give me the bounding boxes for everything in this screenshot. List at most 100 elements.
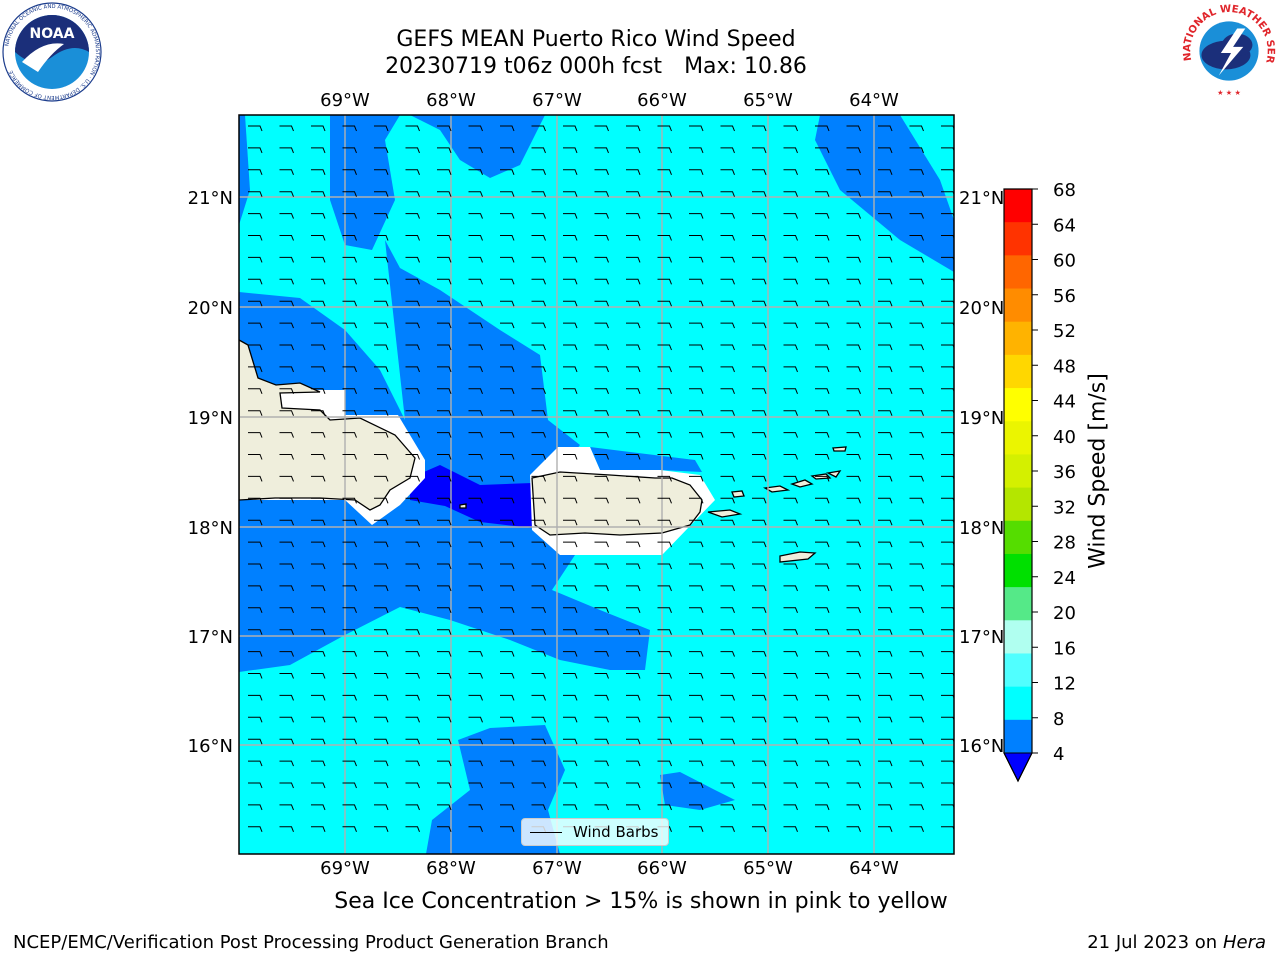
wind-barb — [374, 256, 389, 263]
land-mona — [459, 503, 467, 509]
wind-barb — [248, 213, 263, 219]
wind-barb — [311, 366, 326, 373]
land-virgin-gorda — [825, 470, 842, 478]
wind-barb — [846, 738, 861, 745]
wind-barb — [437, 169, 452, 175]
wind-barb — [500, 629, 515, 635]
wind-barb — [720, 169, 735, 175]
wind-barb — [657, 716, 672, 723]
wind-barb — [279, 432, 294, 438]
wind-barb — [531, 804, 546, 811]
wind-barb — [909, 454, 924, 460]
wind-barb — [437, 191, 452, 197]
wind-barb — [815, 475, 830, 482]
colorbar-segment — [1004, 288, 1032, 323]
wind-barb — [563, 738, 578, 745]
nws-logo: NATIONAL WEATHER SERVICE ★ ★ ★ — [1178, 0, 1279, 101]
speed-4-8-region — [660, 772, 735, 810]
lat-tick-label: 17°N — [959, 627, 1004, 648]
wind-barb — [909, 169, 924, 175]
wind-barb — [878, 497, 893, 504]
colorbar-segment — [1004, 189, 1032, 223]
wind-barb — [311, 738, 326, 745]
wind-barb — [500, 300, 515, 307]
wind-barb — [563, 410, 578, 416]
max-value: Max: 10.86 — [684, 54, 807, 79]
wind-barb — [342, 475, 357, 482]
wind-barb — [342, 673, 357, 679]
wind-barb — [311, 169, 326, 175]
wind-barb — [878, 300, 893, 307]
wind-barb — [909, 804, 924, 811]
wind-barb — [594, 519, 609, 526]
wind-barb — [815, 738, 830, 745]
lat-tick-label: 19°N — [188, 408, 233, 429]
colorbar-tick-label: 36 — [1053, 462, 1076, 483]
wind-barb — [279, 410, 294, 416]
wind-barb — [720, 826, 735, 832]
wind-barb — [374, 432, 389, 438]
wind-barb — [468, 519, 483, 526]
wind-barb — [342, 300, 357, 307]
wind-barb — [815, 760, 830, 767]
wind-barb — [909, 716, 924, 723]
wind-barb — [437, 629, 452, 635]
wind-barb — [437, 694, 452, 701]
wind-barb — [783, 673, 798, 679]
wind-barb — [563, 191, 578, 197]
wind-barb — [468, 322, 483, 329]
wind-barbs — [248, 125, 954, 832]
wind-barb — [720, 629, 735, 635]
wind-barb — [941, 475, 954, 481]
wind-barb — [783, 454, 798, 460]
wind-barb — [531, 300, 546, 307]
wind-barb — [941, 213, 954, 218]
wind-barb — [657, 541, 672, 548]
wind-barb — [878, 191, 893, 197]
wind-barb — [374, 366, 389, 373]
wind-barb — [846, 694, 861, 701]
wind-barb — [815, 585, 830, 592]
wind-barb — [626, 738, 641, 745]
wind-barb — [846, 607, 861, 613]
wind-barb — [594, 760, 609, 767]
noaa-logo: NATIONAL OCEANIC AND ATMOSPHERIC ADMINIS… — [2, 2, 102, 102]
wind-barb — [437, 147, 452, 154]
wind-barb — [311, 278, 326, 285]
wind-barb — [531, 410, 546, 416]
wind-barb — [909, 738, 924, 745]
wind-barb — [783, 366, 798, 373]
wind-barb — [500, 519, 515, 526]
wind-barb — [752, 410, 767, 416]
wind-barb — [846, 278, 861, 285]
wind-barb — [500, 673, 515, 679]
wind-barb — [279, 760, 294, 767]
wind-barb — [405, 804, 420, 811]
wind-barb — [468, 760, 483, 767]
wind-barb — [248, 804, 263, 811]
wind-barb — [909, 782, 924, 789]
wind-barb — [563, 366, 578, 373]
wind-barb — [941, 278, 954, 284]
colorbar-segment — [1004, 620, 1032, 654]
lat-tick-label: 21°N — [188, 188, 233, 209]
wind-barb — [594, 738, 609, 745]
wind-barb — [500, 366, 515, 373]
wind-barb — [657, 454, 672, 460]
wind-barb — [500, 738, 515, 745]
forecast-date: 20230719 t06z 000h fcst — [385, 54, 663, 79]
lon-tick-label: 69°W — [320, 90, 370, 111]
wind-barb — [248, 235, 263, 241]
wind-barb — [248, 760, 263, 767]
wind-barb — [531, 563, 546, 570]
wind-barb — [815, 432, 830, 438]
wind-barb — [342, 738, 357, 745]
wind-barb — [909, 300, 924, 307]
wind-barb — [626, 629, 641, 635]
colorbar-segment — [1004, 388, 1032, 422]
wind-barb — [468, 169, 483, 175]
wind-barb — [563, 256, 578, 263]
wind-barb — [657, 607, 672, 613]
wind-barb — [909, 651, 924, 657]
wind-barb — [374, 322, 389, 329]
